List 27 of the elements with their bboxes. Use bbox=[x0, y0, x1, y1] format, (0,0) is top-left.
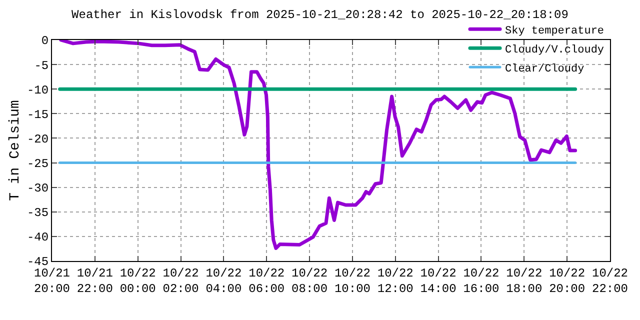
legend-label: Cloudy/V.cloudy bbox=[505, 44, 604, 56]
chart-title: Weather in Kislovodsk from 2025-10-21_20:28:42 to 2025-10-22_20:18:09 bbox=[72, 8, 568, 22]
x-tick-label: 10/22 20:00 bbox=[549, 266, 586, 296]
y-axis-title: T in Celsium bbox=[8, 100, 24, 201]
x-tick-label: 10/22 06:00 bbox=[248, 266, 285, 296]
x-tick-label: 10/22 14:00 bbox=[420, 266, 456, 296]
y-tick-label: -5 bbox=[34, 58, 49, 73]
x-tick-label: 10/22 04:00 bbox=[206, 266, 242, 296]
y-tick-label: -10 bbox=[26, 83, 49, 98]
y-tick-label: -30 bbox=[26, 182, 49, 196]
y-tick-label: -15 bbox=[26, 108, 49, 122]
x-tick-label: 10/22 22:00 bbox=[592, 266, 628, 296]
y-tick-label: -40 bbox=[26, 230, 49, 245]
x-tick-label: 10/21 22:00 bbox=[76, 266, 113, 296]
legend-label: Sky temperature bbox=[505, 25, 604, 38]
y-tick-label: -20 bbox=[26, 132, 49, 146]
x-tick-label: 10/22 18:00 bbox=[506, 266, 542, 296]
x-tick-label: 10/22 10:00 bbox=[334, 266, 370, 296]
x-tick-label: 10/22 08:00 bbox=[292, 266, 328, 296]
y-tick-label: -25 bbox=[26, 156, 49, 171]
legend-label: Clear/Cloudy bbox=[505, 63, 585, 76]
x-tick-label: 10/22 16:00 bbox=[463, 266, 500, 296]
x-tick-label: 10/22 12:00 bbox=[377, 266, 414, 296]
y-tick-label: -35 bbox=[26, 206, 49, 220]
x-tick-label: 10/22 00:00 bbox=[120, 266, 156, 296]
x-tick-label: 10/22 02:00 bbox=[162, 266, 199, 296]
y-tick-label: 0 bbox=[41, 34, 49, 48]
